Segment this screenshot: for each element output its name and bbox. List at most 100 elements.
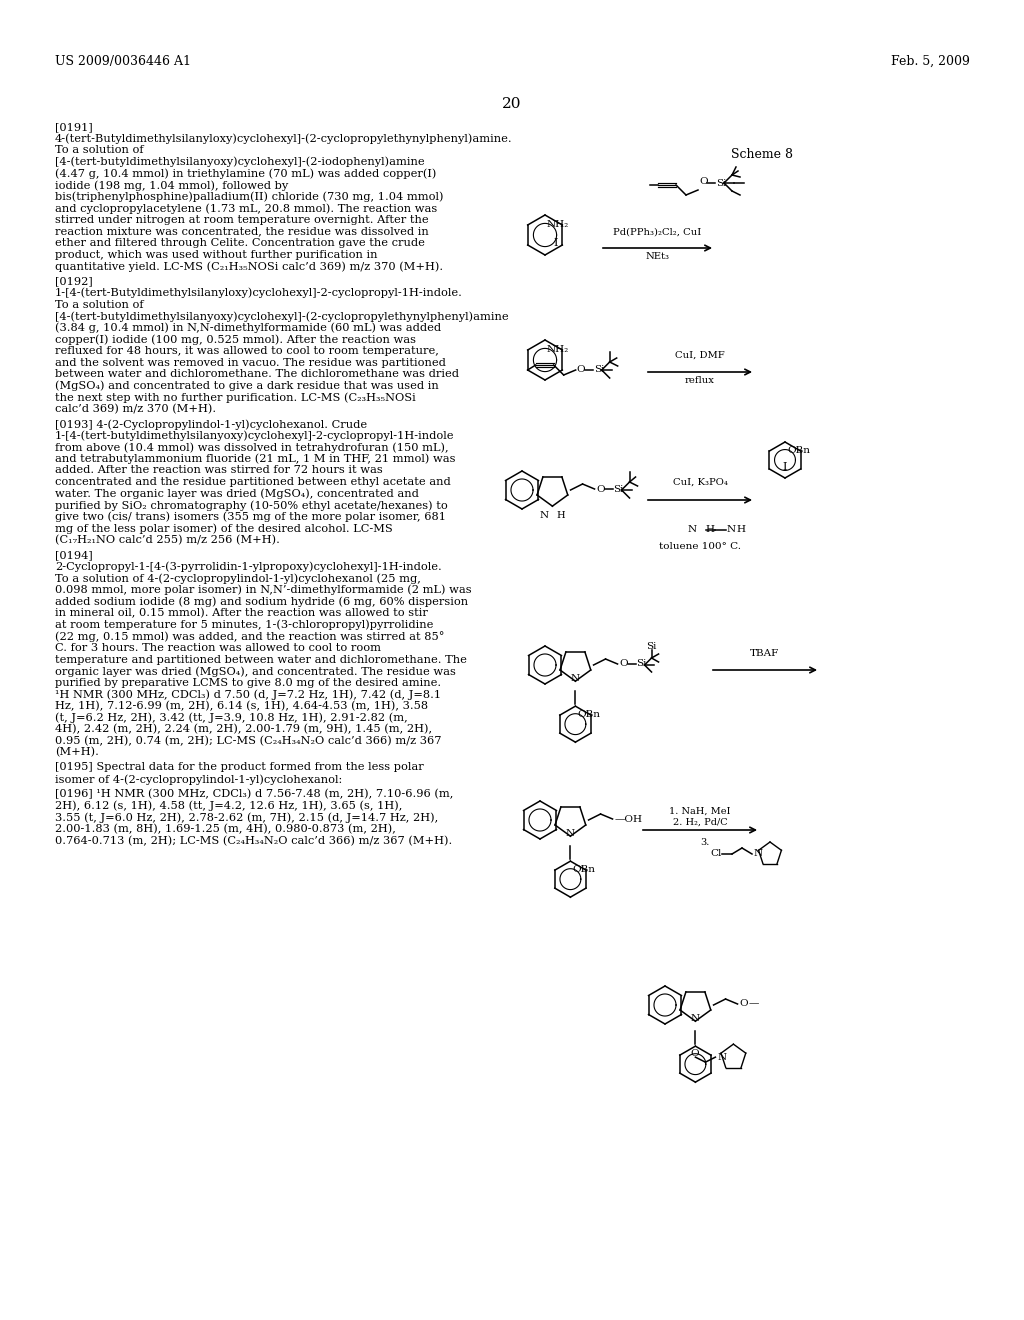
Text: ¹H NMR (300 MHz, CDCl₃) d 7.50 (d, J=7.2 Hz, 1H), 7.42 (d, J=8.1: ¹H NMR (300 MHz, CDCl₃) d 7.50 (d, J=7.2… [55,689,441,700]
Text: O: O [739,999,749,1008]
Text: I: I [554,238,558,248]
Text: 2-Cyclopropyl-1-[4-(3-pyrrolidin-1-ylpropoxy)cyclohexyl]-1H-indole.: 2-Cyclopropyl-1-[4-(3-pyrrolidin-1-ylpro… [55,562,441,573]
Text: To a solution of 4-(2-cyclopropylindol-1-yl)cyclohexanol (25 mg,: To a solution of 4-(2-cyclopropylindol-1… [55,573,421,583]
Text: (t, J=6.2 Hz, 2H), 3.42 (tt, J=3.9, 10.8 Hz, 1H), 2.91-2.82 (m,: (t, J=6.2 Hz, 2H), 3.42 (tt, J=3.9, 10.8… [55,713,408,723]
Text: product, which was used without further purification in: product, which was used without further … [55,249,378,260]
Text: (22 mg, 0.15 mmol) was added, and the reaction was stirred at 85°: (22 mg, 0.15 mmol) was added, and the re… [55,631,444,642]
Text: CuI, DMF: CuI, DMF [675,351,725,360]
Text: purified by preparative LCMS to give 8.0 mg of the desired amine.: purified by preparative LCMS to give 8.0… [55,677,441,688]
Text: 2.00-1.83 (m, 8H), 1.69-1.25 (m, 4H), 0.980-0.873 (m, 2H),: 2.00-1.83 (m, 8H), 1.69-1.25 (m, 4H), 0.… [55,824,396,834]
Text: H: H [736,525,745,535]
Text: Cl: Cl [710,850,721,858]
Text: purified by SiO₂ chromatography (10-50% ethyl acetate/hexanes) to: purified by SiO₂ chromatography (10-50% … [55,500,447,511]
Text: in mineral oil, 0.15 mmol). After the reaction was allowed to stir: in mineral oil, 0.15 mmol). After the re… [55,609,428,619]
Text: added sodium iodide (8 mg) and sodium hydride (6 mg, 60% dispersion: added sodium iodide (8 mg) and sodium hy… [55,597,468,607]
Text: 1. NaH, MeI: 1. NaH, MeI [670,807,731,816]
Text: 2. H₂, Pd/C: 2. H₂, Pd/C [673,818,727,828]
Text: (4.47 g, 10.4 mmol) in triethylamine (70 mL) was added copper(I): (4.47 g, 10.4 mmol) in triethylamine (70… [55,169,436,180]
Text: O: O [699,177,708,186]
Text: temperature and partitioned between water and dichloromethane. The: temperature and partitioned between wate… [55,655,467,664]
Text: 1-[4-(tert-Butyldimethylsilanyloxy)cyclohexyl]-2-cyclopropyl-1H-indole.: 1-[4-(tert-Butyldimethylsilanyloxy)cyclo… [55,288,463,298]
Text: N: N [540,511,549,520]
Text: and the solvent was removed in vacuo. The residue was partitioned: and the solvent was removed in vacuo. Th… [55,358,445,367]
Text: O: O [597,484,605,494]
Text: and cyclopropylacetylene (1.73 mL, 20.8 mmol). The reaction was: and cyclopropylacetylene (1.73 mL, 20.8 … [55,203,437,214]
Text: copper(I) iodide (100 mg, 0.525 mmol). After the reaction was: copper(I) iodide (100 mg, 0.525 mmol). A… [55,334,416,345]
Text: at room temperature for 5 minutes, 1-(3-chloropropyl)pyrrolidine: at room temperature for 5 minutes, 1-(3-… [55,619,433,630]
Text: between water and dichloromethane. The dichloromethane was dried: between water and dichloromethane. The d… [55,370,459,379]
Text: added. After the reaction was stirred for 72 hours it was: added. After the reaction was stirred fo… [55,466,383,475]
Text: 4-(tert-Butyldimethylsilanyloxy)cyclohexyl]-(2-cyclopropylethynylphenyl)amine.: 4-(tert-Butyldimethylsilanyloxy)cyclohex… [55,133,513,144]
Text: the next step with no further purification. LC-MS (C₂₃H₃₅NOSi: the next step with no further purificati… [55,392,416,403]
Text: O: O [577,366,586,375]
Text: Si: Si [613,484,624,494]
Text: stirred under nitrogen at room temperature overnight. After the: stirred under nitrogen at room temperatu… [55,215,429,224]
Text: N: N [727,525,736,535]
Text: 4H), 2.42 (m, 2H), 2.24 (m, 2H), 2.00-1.79 (m, 9H), 1.45 (m, 2H),: 4H), 2.42 (m, 2H), 2.24 (m, 2H), 2.00-1.… [55,725,432,734]
Text: (M+H).: (M+H). [55,747,99,758]
Text: US 2009/0036446 A1: US 2009/0036446 A1 [55,55,191,69]
Text: TBAF: TBAF [751,649,779,657]
Text: (MgSO₄) and concentrated to give a dark residue that was used in: (MgSO₄) and concentrated to give a dark … [55,380,438,391]
Text: I: I [782,462,787,473]
Text: [4-(tert-butyldimethylsilanyoxy)cyclohexyl]-(2-cyclopropylethynylphenyl)amine: [4-(tert-butyldimethylsilanyoxy)cyclohex… [55,312,509,322]
Text: [0191]: [0191] [55,121,93,132]
Text: [0194]: [0194] [55,550,93,560]
Text: CuI, K₃PO₄: CuI, K₃PO₄ [673,478,727,487]
Text: 2H), 6.12 (s, 1H), 4.58 (tt, J=4.2, 12.6 Hz, 1H), 3.65 (s, 1H),: 2H), 6.12 (s, 1H), 4.58 (tt, J=4.2, 12.6… [55,801,402,812]
Text: OBn: OBn [787,446,810,455]
Text: isomer of 4-(2-cyclopropylindol-1-yl)cyclohexanol:: isomer of 4-(2-cyclopropylindol-1-yl)cyc… [55,774,342,784]
Text: To a solution of: To a solution of [55,145,143,156]
Text: —OH: —OH [614,814,642,824]
Text: reflux: reflux [685,376,715,385]
Text: N: N [570,675,580,684]
Text: organic layer was dried (MgSO₄), and concentrated. The residue was: organic layer was dried (MgSO₄), and con… [55,667,456,677]
Text: 0.098 mmol, more polar isomer) in N,N’-dimethylformamide (2 mL) was: 0.098 mmol, more polar isomer) in N,N’-d… [55,585,472,595]
Text: 3.: 3. [700,838,710,847]
Text: O: O [620,660,628,668]
Text: NH₂: NH₂ [547,220,569,228]
Text: and tetrabutylammonium fluoride (21 mL, 1 M in THF, 21 mmol) was: and tetrabutylammonium fluoride (21 mL, … [55,454,456,465]
Text: NEt₃: NEt₃ [645,252,669,261]
Text: Scheme 8: Scheme 8 [731,148,793,161]
Text: Si: Si [637,660,647,668]
Text: [0196] ¹H NMR (300 MHz, CDCl₃) d 7.56-7.48 (m, 2H), 7.10-6.96 (m,: [0196] ¹H NMR (300 MHz, CDCl₃) d 7.56-7.… [55,789,454,800]
Text: 0.764-0.713 (m, 2H); LC-MS (C₂₄H₃₄N₂O calc’d 366) m/z 367 (M+H).: 0.764-0.713 (m, 2H); LC-MS (C₂₄H₃₄N₂O ca… [55,836,453,846]
Text: reaction mixture was concentrated, the residue was dissolved in: reaction mixture was concentrated, the r… [55,227,429,236]
Text: [4-(tert-butyldimethylsilanyoxy)cyclohexyl]-(2-iodophenyl)amine: [4-(tert-butyldimethylsilanyoxy)cyclohex… [55,157,425,168]
Text: N: N [754,850,763,858]
Text: quantitative yield. LC-MS (C₂₁H₃₅NOSi calc’d 369) m/z 370 (M+H).: quantitative yield. LC-MS (C₂₁H₃₅NOSi ca… [55,261,443,272]
Text: Si: Si [716,178,726,187]
Text: bis(triphenylphosphine)palladium(II) chloride (730 mg, 1.04 mmol): bis(triphenylphosphine)palladium(II) chl… [55,191,443,202]
Text: To a solution of: To a solution of [55,300,143,309]
Text: H: H [556,511,565,520]
Text: OBn: OBn [578,710,600,719]
Text: Feb. 5, 2009: Feb. 5, 2009 [891,55,970,69]
Text: N: N [688,525,697,535]
Text: 3.55 (t, J=6.0 Hz, 2H), 2.78-2.62 (m, 7H), 2.15 (d, J=14.7 Hz, 2H),: 3.55 (t, J=6.0 Hz, 2H), 2.78-2.62 (m, 7H… [55,812,438,822]
Text: [0193] 4-(2-Cyclopropylindol-1-yl)cyclohexanol. Crude: [0193] 4-(2-Cyclopropylindol-1-yl)cycloh… [55,418,368,429]
Text: 0.95 (m, 2H), 0.74 (m, 2H); LC-MS (C₂₄H₃₄N₂O calc’d 366) m/z 367: 0.95 (m, 2H), 0.74 (m, 2H); LC-MS (C₂₄H₃… [55,735,441,746]
Text: 20: 20 [502,96,522,111]
Text: N: N [718,1052,726,1061]
Text: N: N [691,1014,700,1023]
Text: OBn: OBn [572,865,595,874]
Text: refluxed for 48 hours, it was allowed to cool to room temperature,: refluxed for 48 hours, it was allowed to… [55,346,439,356]
Text: toluene 100° C.: toluene 100° C. [659,543,741,550]
Text: —: — [749,999,759,1008]
Text: [0192]: [0192] [55,276,93,286]
Text: C. for 3 hours. The reaction was allowed to cool to room: C. for 3 hours. The reaction was allowed… [55,643,381,653]
Text: N: N [566,829,574,838]
Text: (3.84 g, 10.4 mmol) in N,N-dimethylformamide (60 mL) was added: (3.84 g, 10.4 mmol) in N,N-dimethylforma… [55,322,441,333]
Text: Hz, 1H), 7.12-6.99 (m, 2H), 6.14 (s, 1H), 4.64-4.53 (m, 1H), 3.58: Hz, 1H), 7.12-6.99 (m, 2H), 6.14 (s, 1H)… [55,701,428,711]
Text: H: H [705,525,714,535]
Text: Si: Si [646,642,657,651]
Text: [0195] Spectral data for the product formed from the less polar: [0195] Spectral data for the product for… [55,763,424,772]
Text: give two (cis/ trans) isomers (355 mg of the more polar isomer, 681: give two (cis/ trans) isomers (355 mg of… [55,512,446,523]
Text: O: O [690,1049,698,1059]
Text: from above (10.4 mmol) was dissolved in tetrahydrofuran (150 mL),: from above (10.4 mmol) was dissolved in … [55,442,449,453]
Text: NH₂: NH₂ [547,345,569,354]
Text: Pd(PPh₃)₂Cl₂, CuI: Pd(PPh₃)₂Cl₂, CuI [613,228,701,238]
Text: concentrated and the residue partitioned between ethyl acetate and: concentrated and the residue partitioned… [55,477,451,487]
Text: (C₁₇H₂₁NO calc’d 255) m/z 256 (M+H).: (C₁₇H₂₁NO calc’d 255) m/z 256 (M+H). [55,535,280,545]
